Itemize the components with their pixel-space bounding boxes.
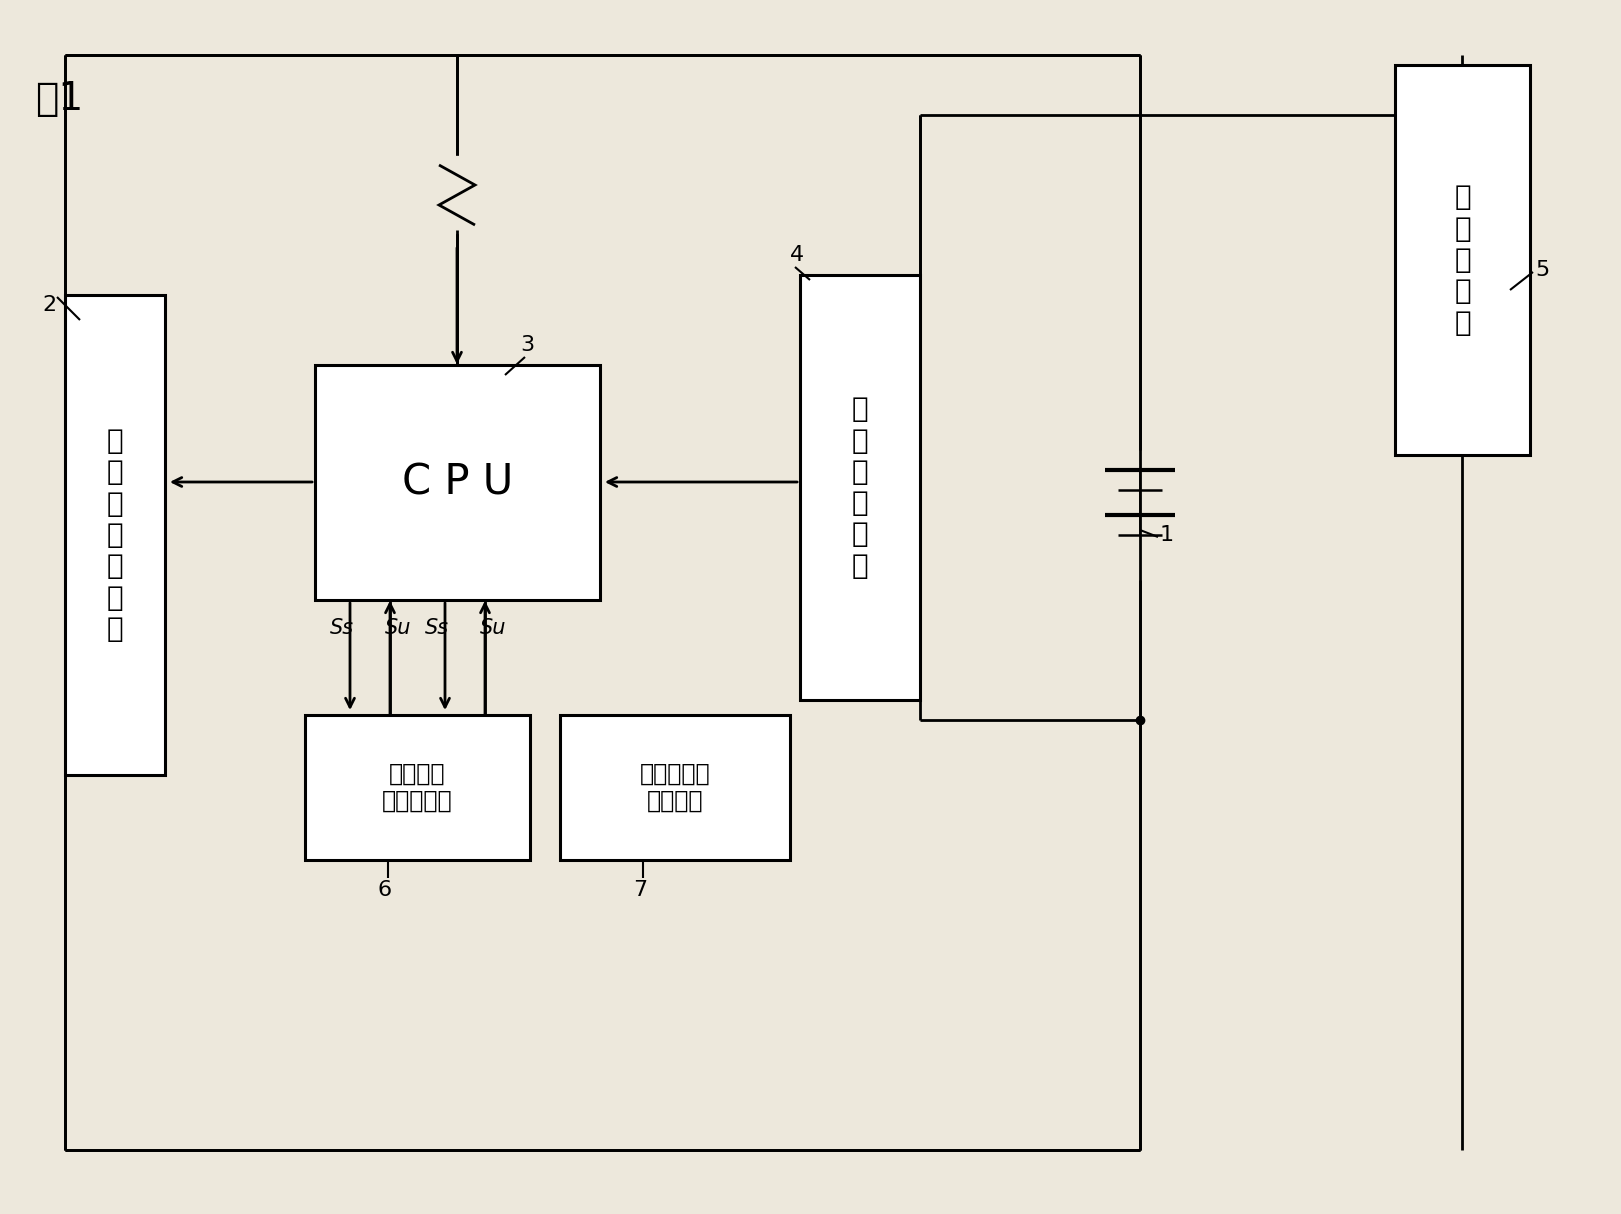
Bar bbox=[65, 295, 165, 775]
Text: 5: 5 bbox=[1535, 260, 1550, 280]
Bar bbox=[559, 715, 789, 860]
Text: 1: 1 bbox=[1161, 524, 1174, 545]
Text: 延长时间
定时器电路: 延长时间 定时器电路 bbox=[383, 762, 452, 813]
Text: 恒
电
流
充
电
电
路: 恒 电 流 充 电 电 路 bbox=[107, 427, 123, 643]
Bar bbox=[314, 365, 600, 600]
Text: Su: Su bbox=[384, 618, 412, 639]
Text: 4: 4 bbox=[789, 245, 804, 265]
Text: Ss: Ss bbox=[331, 618, 353, 639]
Text: 6: 6 bbox=[378, 880, 392, 900]
Text: 7: 7 bbox=[632, 880, 647, 900]
Text: 温
度
传
感
器: 温 度 传 感 器 bbox=[1454, 183, 1470, 336]
Text: 图1: 图1 bbox=[36, 80, 83, 118]
Bar bbox=[1396, 66, 1530, 455]
Bar bbox=[801, 276, 921, 700]
Text: 电
压
检
测
电
路: 电 压 检 测 电 路 bbox=[851, 396, 869, 580]
Bar bbox=[305, 715, 530, 860]
Text: 3: 3 bbox=[520, 335, 535, 354]
Text: 第二充电定
时器电路: 第二充电定 时器电路 bbox=[640, 762, 710, 813]
Text: C P U: C P U bbox=[402, 461, 514, 504]
Text: Su: Su bbox=[480, 618, 506, 639]
Text: Ss: Ss bbox=[425, 618, 449, 639]
Text: 2: 2 bbox=[42, 295, 57, 314]
